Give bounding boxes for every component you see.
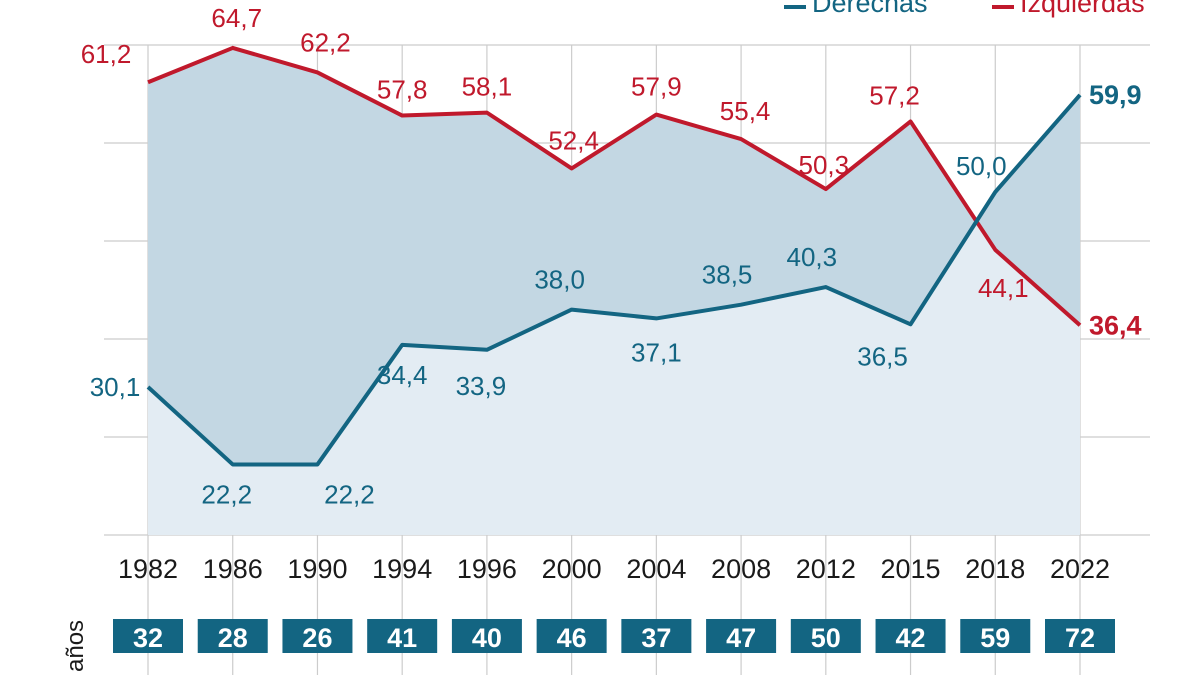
data-label-izquierdas: 50,3 — [799, 150, 850, 180]
data-label-derechas: 22,2 — [201, 479, 252, 509]
data-label-izquierdas: 55,4 — [720, 96, 771, 126]
data-label-izquierdas: 62,2 — [300, 27, 351, 57]
data-labels: 61,2 30,1 64,7 22,2 62,2 22,2 57,8 34,4 58,1 33,9… — [81, 3, 1142, 510]
data-label-izquierdas: 57,2 — [869, 80, 920, 110]
chart-series — [146, 45, 1082, 467]
legend-label-izquierdas: Izquierdas — [1020, 0, 1145, 18]
data-label-derechas: 59,9 — [1089, 80, 1142, 110]
x-tick-label: 2012 — [796, 554, 856, 584]
data-label-izquierdas: 57,8 — [377, 75, 428, 105]
age-value: 40 — [472, 623, 502, 653]
x-tick-label: 1990 — [287, 554, 347, 584]
age-box — [197, 619, 268, 653]
x-tick-label: 1994 — [372, 554, 432, 584]
x-tick-label: 2004 — [626, 554, 686, 584]
age-box — [790, 619, 861, 653]
legend: Derechas Izquierdas — [784, 0, 1145, 18]
legend-label-derechas: Derechas — [812, 0, 928, 18]
x-tick-label: 2022 — [1050, 554, 1110, 584]
x-tick-label: 2018 — [965, 554, 1025, 584]
data-label-derechas: 22,2 — [324, 479, 375, 509]
age-box — [1045, 619, 1115, 653]
data-label-izquierdas: 36,4 — [1089, 310, 1142, 340]
age-value: 26 — [302, 623, 332, 653]
age-value: 46 — [557, 623, 587, 653]
data-label-derechas: 30,1 — [90, 372, 141, 402]
data-label-izquierdas: 44,1 — [978, 273, 1029, 303]
age-value: 42 — [896, 623, 926, 653]
x-tick-label: 2000 — [542, 554, 602, 584]
data-label-derechas: 37,1 — [631, 337, 682, 367]
age-value: 37 — [641, 623, 671, 653]
age-box — [706, 619, 777, 653]
area-between-series — [148, 47, 1080, 465]
age-box — [282, 619, 353, 653]
data-label-derechas: 33,9 — [456, 371, 507, 401]
age-box — [113, 619, 183, 653]
data-label-izquierdas: 58,1 — [462, 72, 513, 102]
series-line-derechas — [146, 93, 1082, 467]
data-label-izquierdas: 52,4 — [548, 125, 599, 155]
ages-side-label: años — [62, 620, 89, 672]
age-box — [536, 619, 607, 653]
age-value: 59 — [980, 623, 1010, 653]
age-value: 32 — [133, 623, 163, 653]
data-label-izquierdas: 61,2 — [81, 39, 132, 69]
age-box — [875, 619, 946, 653]
data-label-derechas: 50,0 — [956, 151, 1007, 181]
age-box — [960, 619, 1031, 653]
data-label-derechas: 38,5 — [702, 260, 753, 290]
age-value: 47 — [726, 623, 756, 653]
age-box — [621, 619, 692, 653]
x-tick-label: 2008 — [711, 554, 771, 584]
series-line-izquierdas — [147, 45, 1082, 327]
data-label-derechas: 40,3 — [787, 242, 838, 272]
data-label-izquierdas: 64,7 — [211, 3, 262, 33]
age-value: 28 — [218, 623, 248, 653]
age-row: años 32 28 26 41 40 46 37 47 50 42 59 72 — [62, 619, 1115, 672]
age-box — [451, 619, 522, 653]
age-value: 50 — [811, 623, 841, 653]
x-tick-label: 1986 — [203, 554, 263, 584]
data-label-derechas: 36,5 — [857, 341, 908, 371]
chart-areas — [148, 47, 1080, 535]
x-tick-label: 1996 — [457, 554, 517, 584]
age-value: 72 — [1065, 623, 1095, 653]
data-label-izquierdas: 57,9 — [631, 72, 682, 102]
age-value: 41 — [387, 623, 417, 653]
data-label-derechas: 38,0 — [534, 265, 585, 295]
data-label-derechas: 34,4 — [377, 360, 428, 390]
x-axis: 1982 1986 1990 1994 1996 2000 2004 2008 2012 2015… — [118, 554, 1110, 584]
x-tick-label: 1982 — [118, 554, 178, 584]
x-tick-label: 2015 — [881, 554, 941, 584]
age-box — [367, 619, 438, 653]
